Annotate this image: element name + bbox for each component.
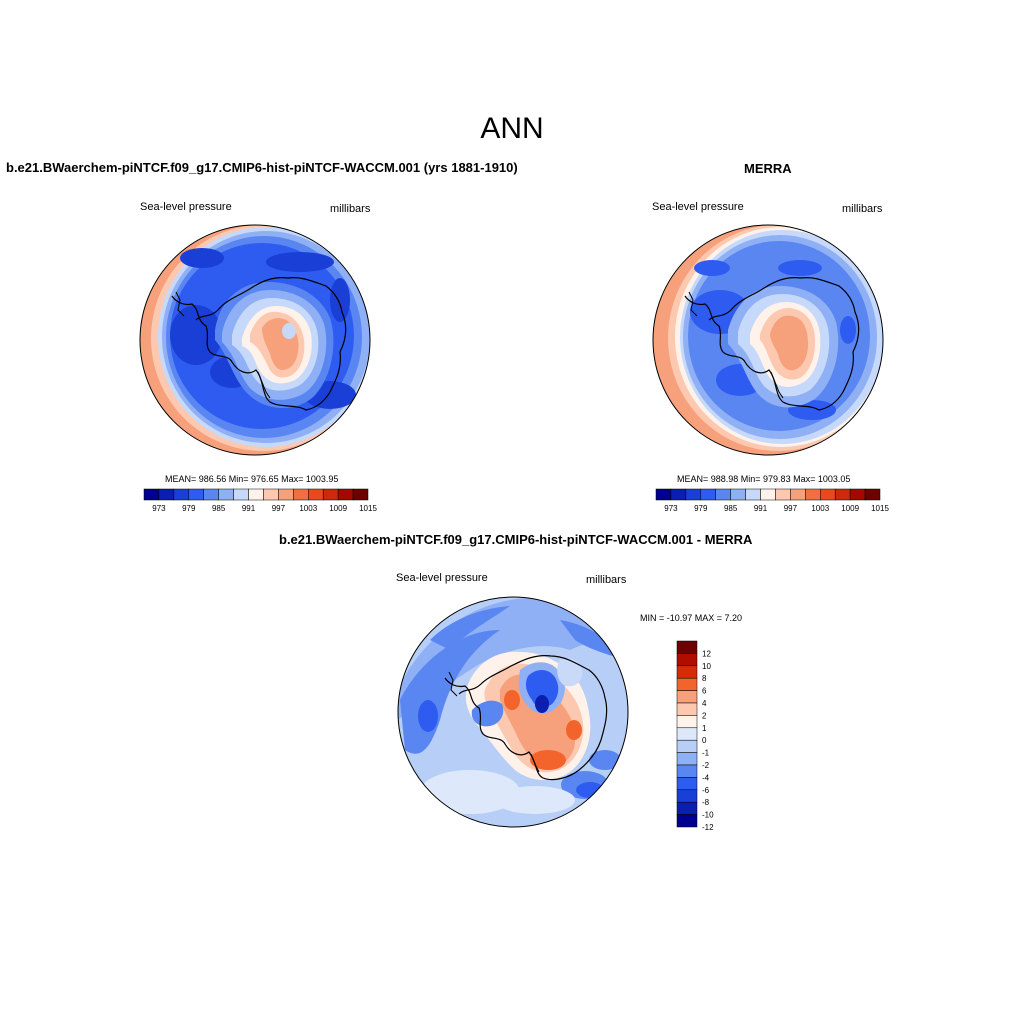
page-title: ANN (480, 112, 544, 145)
map-2-merra-slp (653, 225, 883, 455)
colorbar-2-tick-label: 1009 (841, 504, 859, 513)
colorbar-1-tick-label: 991 (242, 504, 256, 513)
colorbar-1-swatch (233, 488, 249, 501)
colorbar-3-tick-label: -4 (702, 773, 710, 782)
colorbar-1-swatch (337, 488, 354, 501)
map-3-difference (398, 597, 628, 827)
colorbar-2-tick-label: 985 (724, 504, 738, 513)
colorbar-3-tick-label: -10 (702, 811, 714, 820)
colorbar-3-tick-label: 4 (702, 699, 707, 708)
colorbar-3-swatch (676, 715, 698, 729)
colorbar-3-swatch (676, 640, 698, 654)
colorbar-2-tick-label: 973 (664, 504, 678, 513)
map-2-border (652, 224, 884, 456)
colorbar-2-swatch (834, 488, 851, 501)
colorbar-3-tick-label: 2 (702, 711, 707, 720)
panel-1-units: millibars (330, 203, 371, 215)
colorbar-3-swatch (676, 702, 698, 716)
colorbar-1-swatch (308, 488, 324, 501)
colorbar-2: 973 979 985 991 997 1003 1009 1015 (655, 488, 889, 513)
panel-3-title: b.e21.BWaerchem-piNTCF.f09_g17.CMIP6-his… (279, 532, 753, 547)
panel-1-stats: MEAN= 986.56 Min= 976.65 Max= 1003.95 (165, 474, 339, 484)
colorbar-1-swatch (218, 488, 234, 501)
colorbar-3-tick-label: -2 (702, 761, 710, 770)
colorbar-2-tick-label: 1015 (871, 504, 889, 513)
colorbar-1-swatch (263, 488, 279, 501)
colorbar-2-swatch (790, 488, 806, 501)
colorbar-1-tick-label: 979 (182, 504, 196, 513)
colorbar-3-tick-label: 12 (702, 649, 711, 658)
colorbar-1-tick-label: 973 (152, 504, 166, 513)
panel-3-stats: MIN = -10.97 MAX = 7.20 (640, 613, 743, 623)
map-1-border (139, 224, 371, 456)
colorbar-1-tick-label: 1003 (299, 504, 317, 513)
colorbar-2-swatch (655, 488, 672, 501)
colorbar-1-swatch (293, 488, 309, 501)
colorbar-1: 973 979 985 991 997 1003 1009 1015 (143, 488, 377, 513)
colorbar-3-tick-label: -6 (702, 786, 710, 795)
colorbar-1-swatch (278, 488, 294, 501)
colorbar-2-swatch (805, 488, 821, 501)
colorbar-3-tick-label: 8 (702, 674, 707, 683)
colorbar-1-swatch (158, 488, 175, 501)
panel-1-title: b.e21.BWaerchem-piNTCF.f09_g17.CMIP6-his… (6, 160, 518, 175)
map-3-border (397, 596, 629, 828)
colorbar-1-swatch (248, 488, 264, 501)
colorbar-2-swatch (775, 488, 791, 501)
colorbar-1-swatch (143, 488, 160, 501)
colorbar-1-swatch (352, 488, 369, 501)
colorbar-3-swatch (676, 739, 698, 753)
colorbar-1-swatch (188, 488, 204, 501)
colorbar-2-swatch (730, 488, 746, 501)
colorbar-2-swatch (670, 488, 687, 501)
colorbar-2-swatch (715, 488, 731, 501)
panel-2-units: millibars (842, 203, 883, 215)
colorbar-3-swatch (676, 752, 698, 766)
colorbar-1-swatch (173, 488, 190, 501)
colorbar-2-swatch (864, 488, 881, 501)
colorbar-2-tick-label: 1003 (811, 504, 829, 513)
panel-3-variable: Sea-level pressure (396, 572, 488, 584)
colorbar-3-tick-label: 0 (702, 736, 707, 745)
colorbar-3-swatch (676, 801, 698, 815)
colorbar-1-tick-label: 997 (272, 504, 286, 513)
colorbar-3-tick-label: 10 (702, 662, 711, 671)
colorbar-2-swatch (760, 488, 776, 501)
colorbar-3-tick-label: -1 (702, 749, 710, 758)
colorbar-3-swatch (676, 814, 698, 828)
colorbar-2-swatch (700, 488, 716, 501)
panel-3-units: millibars (586, 574, 627, 586)
colorbar-2-tick-label: 991 (754, 504, 768, 513)
colorbar-3-swatch (676, 764, 698, 778)
panel-2-variable: Sea-level pressure (652, 201, 744, 213)
colorbar-2-swatch (685, 488, 702, 501)
panel-2-stats: MEAN= 988.98 Min= 979.83 Max= 1003.05 (677, 474, 851, 484)
panel-2-title: MERRA (744, 161, 792, 176)
colorbar-3-swatch (676, 789, 698, 803)
colorbar-2-swatch (820, 488, 836, 501)
map-1-model-slp (140, 225, 370, 455)
colorbar-1-tick-label: 985 (212, 504, 226, 513)
colorbar-3-tick-label: 6 (702, 687, 707, 696)
colorbar-1-tick-label: 1009 (329, 504, 347, 513)
colorbar-2-tick-label: 979 (694, 504, 708, 513)
colorbar-1-swatch (203, 488, 219, 501)
colorbar-3-swatch (676, 653, 698, 667)
colorbar-3-swatch (676, 677, 698, 691)
colorbar-2-swatch (849, 488, 866, 501)
colorbar-3-swatch (676, 727, 698, 741)
colorbar-2-swatch (745, 488, 761, 501)
colorbar-3-tick-label: -8 (702, 798, 710, 807)
colorbar-3-tick-label: -12 (702, 823, 714, 832)
colorbar-1-tick-label: 1015 (359, 504, 377, 513)
colorbar-2-tick-label: 997 (784, 504, 798, 513)
panel-1-variable: Sea-level pressure (140, 201, 232, 213)
colorbar-3-swatch (676, 665, 698, 679)
colorbar-3-swatch (676, 690, 698, 704)
colorbar-3-swatch (676, 777, 698, 791)
colorbar-1-swatch (322, 488, 339, 501)
colorbar-3-tick-label: 1 (702, 724, 707, 733)
